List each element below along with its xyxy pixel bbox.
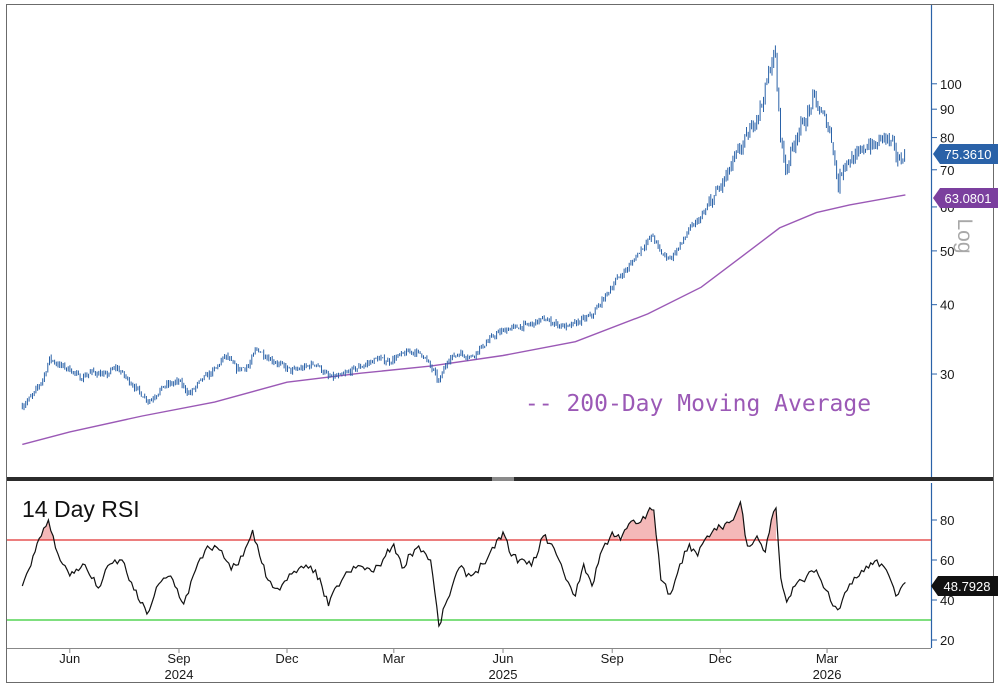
x-tick-month: Mar: [383, 651, 406, 666]
rsi-panel: 14 Day RSI: [7, 496, 931, 628]
rsi-badge-value: 48.7928: [944, 579, 991, 594]
x-tick-month: Dec: [275, 651, 299, 666]
x-axis: Jun Sep Dec Mar Jun Sep Dec Mar 2024 2025 2026: [7, 648, 931, 682]
rsi-line: [21, 499, 906, 628]
price-y-tick-label: 100: [940, 77, 962, 92]
rsi-overbought-area: [622, 507, 657, 540]
price-y-axis: 30405060708090100: [930, 5, 962, 478]
rsi-y-axis: 20 40 60 80: [930, 483, 954, 648]
ma-badge-value: 63.0801: [945, 191, 992, 206]
price-last-value-badge: 75.3610: [933, 144, 998, 164]
price-y-tick-label: 70: [940, 163, 954, 178]
rsi-y-tick-label: 80: [940, 513, 954, 528]
price-bars: [21, 45, 906, 411]
x-axis-ticks: Jun Sep Dec Mar Jun Sep Dec Mar 2024 2025 2026: [59, 648, 842, 682]
price-y-tick-label: 50: [940, 244, 954, 259]
rsi-y-tick-label: 60: [940, 553, 954, 568]
rsi-y-ticks: 20 40 60 80: [931, 513, 954, 648]
x-tick-month: Mar: [816, 651, 839, 666]
moving-average-line: [22, 194, 906, 446]
rsi-y-tick-label: 20: [940, 633, 954, 648]
price-panel: -- 200-Day Moving Average Log: [21, 45, 976, 446]
price-y-tick-label: 40: [940, 298, 954, 313]
chart-frame: [6, 4, 994, 683]
price-y-tick-label: 80: [940, 131, 954, 146]
x-tick-year: 2026: [813, 667, 842, 682]
rsi-last-value-badge: 48.7928: [931, 576, 998, 596]
rsi-overbought-area: [704, 502, 746, 540]
x-tick-year: 2024: [165, 667, 194, 682]
rsi-overbought-area: [39, 520, 54, 540]
ma-last-value-badge: 63.0801: [933, 188, 998, 208]
x-tick-month: Dec: [709, 651, 733, 666]
x-tick-month: Sep: [167, 651, 190, 666]
price-badge-value: 75.3610: [945, 147, 992, 162]
x-tick-year: 2025: [489, 667, 518, 682]
rsi-y-tick-label: 40: [940, 593, 954, 608]
moving-average-legend: -- 200-Day Moving Average: [525, 391, 871, 417]
price-y-tick-label: 30: [940, 367, 954, 382]
x-tick-month: Sep: [601, 651, 624, 666]
separator-handle[interactable]: [492, 477, 514, 481]
x-tick-month: Jun: [493, 651, 514, 666]
ma-badge-shape: [933, 188, 998, 208]
log-scale-label: Log: [953, 218, 976, 253]
price-y-tick-label: 90: [940, 102, 954, 117]
price-badge-shape: [933, 144, 998, 164]
rsi-title: 14 Day RSI: [22, 496, 140, 522]
x-tick-month: Jun: [59, 651, 80, 666]
rsi-badge-shape: [931, 576, 998, 596]
rsi-overbought-fill: [39, 502, 776, 540]
